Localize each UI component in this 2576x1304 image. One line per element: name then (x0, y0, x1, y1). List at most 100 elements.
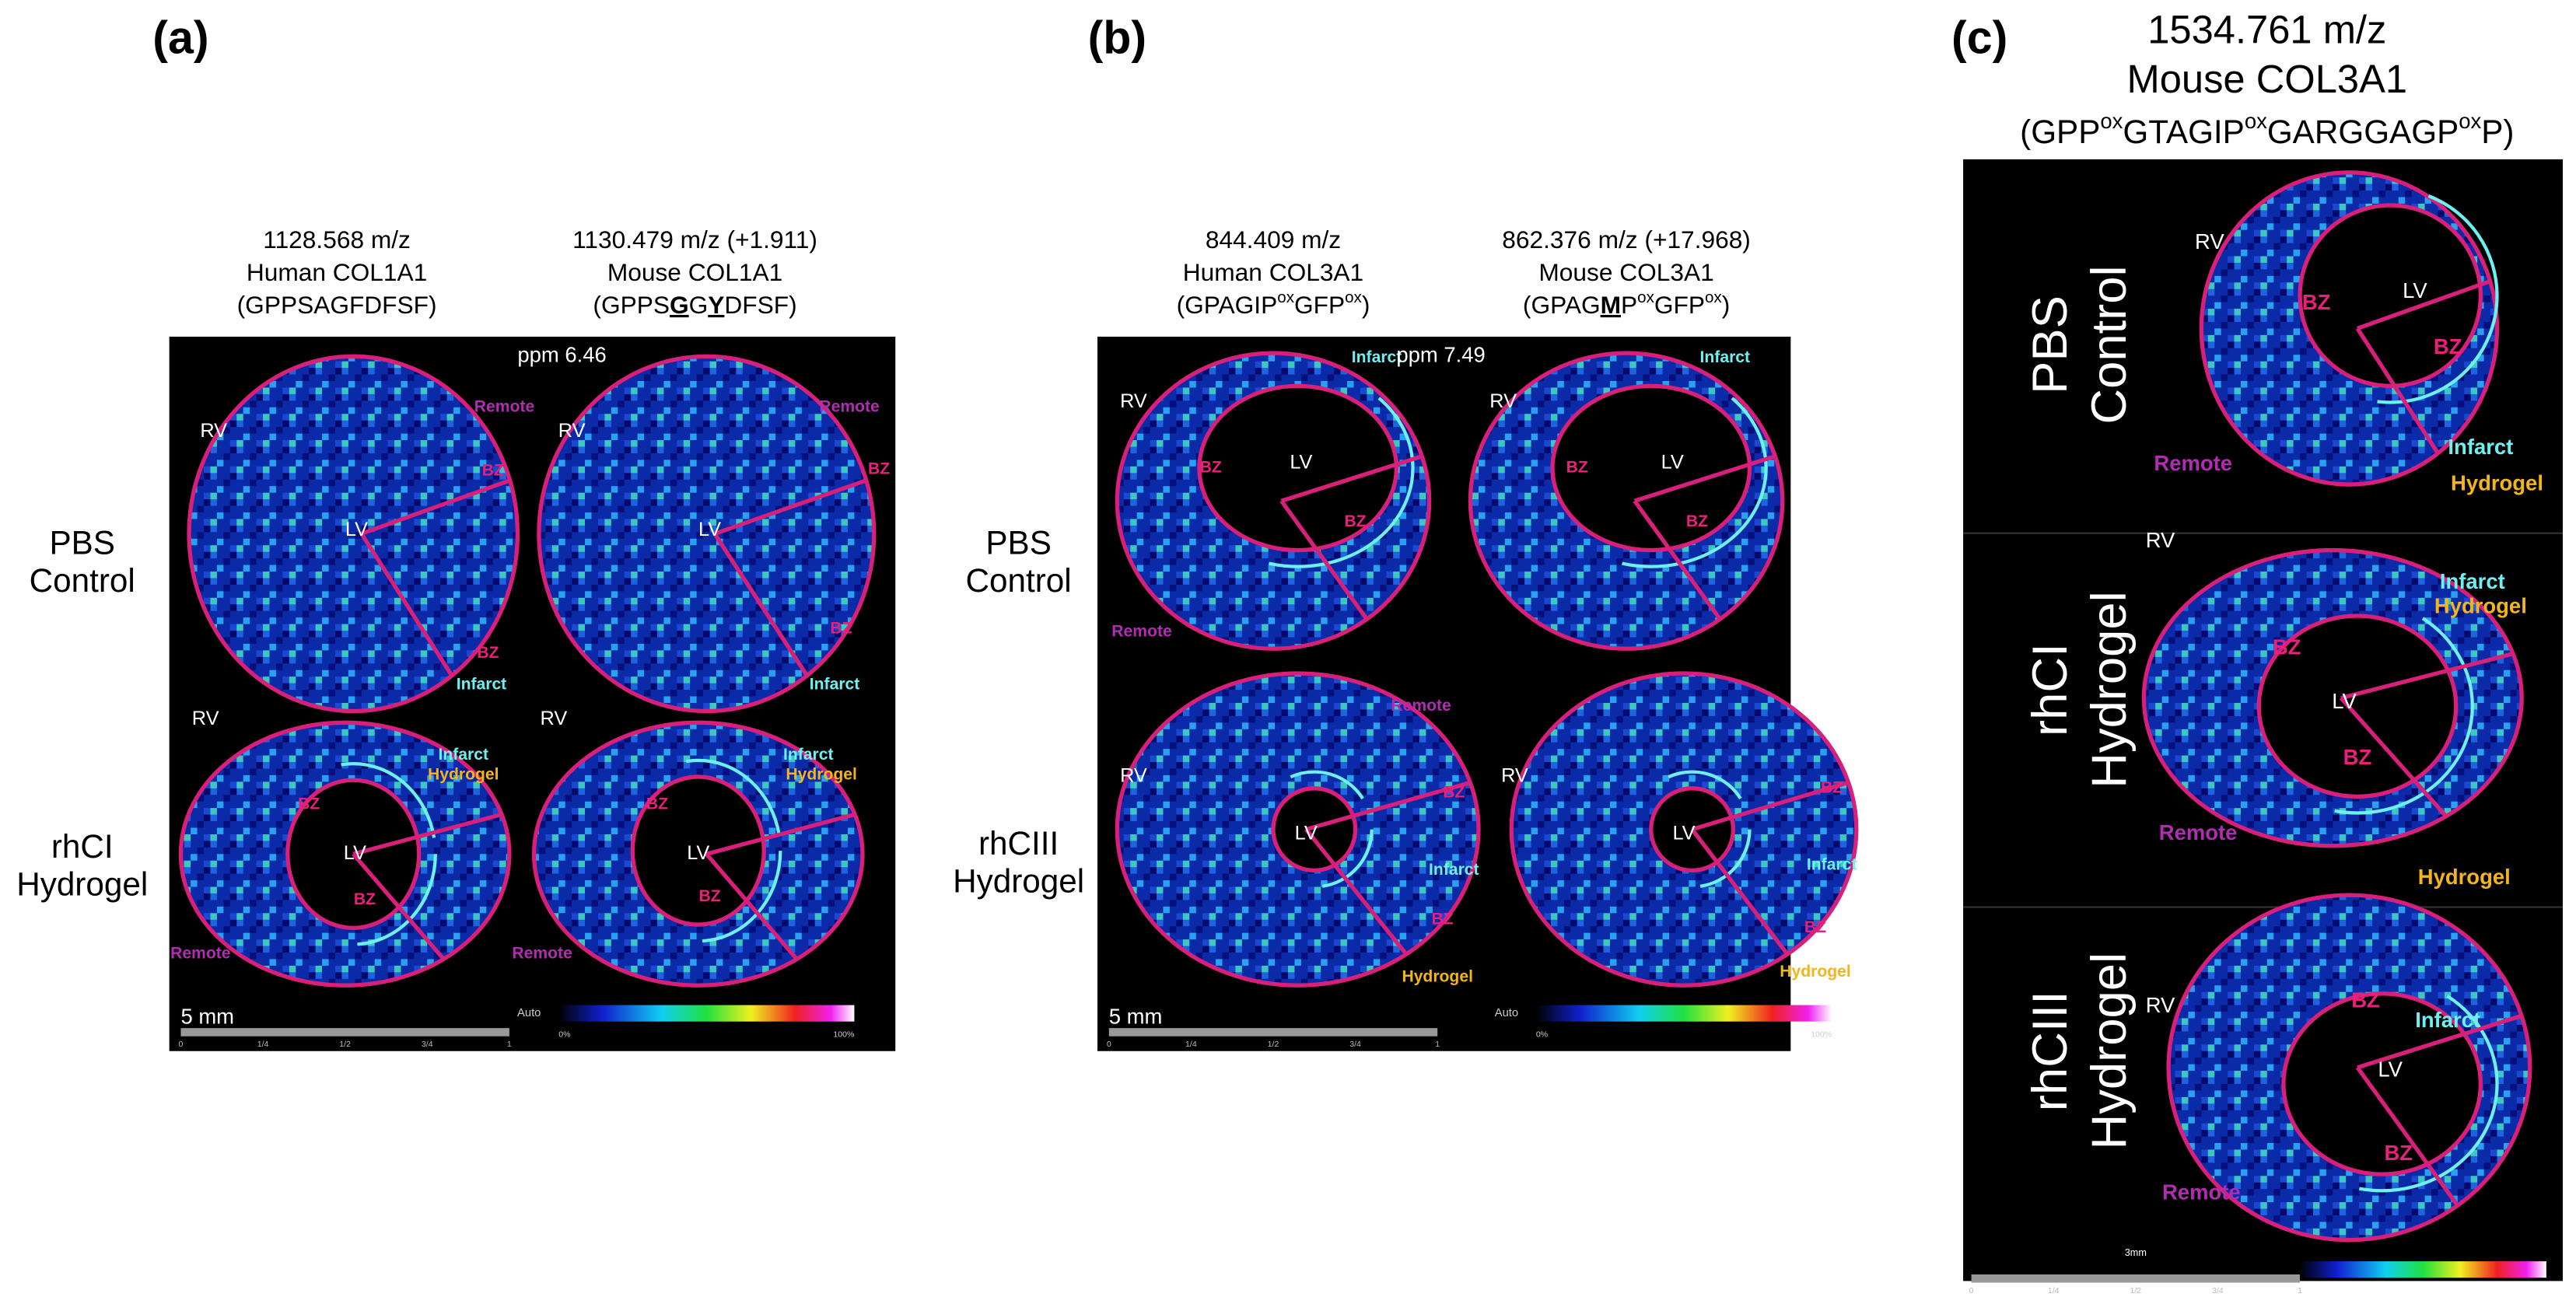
sequence-label: (GPPoxGTAGIPoxGARGGAGPoxP) (2020, 109, 2514, 150)
region-boundary (705, 852, 799, 961)
region-label: LV (345, 519, 368, 540)
sequence-part: G (689, 291, 709, 319)
scale-label: 5 mm (180, 1005, 234, 1029)
region-label: Remote (170, 945, 231, 963)
scale-tick: 1/2 (339, 1040, 351, 1049)
mz-label: 1130.479 m/z (+1.911) (572, 225, 817, 253)
scale-bar (1971, 1274, 2301, 1283)
sequence-part: G (670, 291, 689, 319)
sequence-label: (GPAGIPoxGFPox) (1177, 288, 1370, 319)
region-label: RV (2146, 993, 2175, 1017)
colorbar (2300, 1261, 2546, 1278)
ventricle-cavity (1550, 383, 1752, 553)
sequence-part: (GPP (2020, 114, 2100, 150)
region-label: Remote (1111, 623, 1172, 641)
row-label: PBS (49, 524, 115, 561)
region-label: Infarct (810, 675, 860, 693)
region-label: BZ (2343, 745, 2372, 769)
region-label: BZ (298, 795, 320, 813)
region-label: BZ (1804, 918, 1826, 936)
region-label: BZ (482, 462, 504, 480)
region-boundary (712, 532, 809, 677)
region-boundary (1633, 499, 1722, 621)
region-label: BZ (1345, 512, 1367, 530)
sequence-part: Y (708, 291, 724, 319)
panel-label: (a) (152, 11, 208, 63)
row-label: rhCIII (978, 825, 1059, 862)
protein-label: Human COL3A1 (1183, 258, 1363, 286)
row-label: Hydrogel (2082, 953, 2137, 1150)
sequence-part: M (1601, 291, 1621, 319)
sequence-part: (GPAGIP (1177, 291, 1278, 319)
region-label: LV (2332, 689, 2357, 713)
row-label: PBS (2023, 295, 2077, 394)
region-label: LV (687, 842, 709, 864)
colorbar-min: 0% (558, 1030, 570, 1039)
region-boundary (714, 478, 867, 536)
region-label: BZ (1443, 784, 1465, 802)
panel-label: (b) (1088, 11, 1147, 63)
region-label: Hydrogel (1780, 963, 1851, 981)
region-label: BZ (2273, 635, 2301, 659)
sequence-part: GTAGIP (2123, 114, 2244, 150)
region-label: BZ (2434, 334, 2462, 358)
region-label: BZ (1431, 910, 1453, 928)
row-label: Control (30, 562, 135, 599)
scale-tick: 1 (2298, 1286, 2302, 1295)
region-label: LV (1290, 451, 1312, 473)
protein-label: Mouse COL3A1 (2126, 57, 2407, 101)
region-boundary (2355, 327, 2440, 455)
region-label: Infarct (2448, 435, 2513, 459)
scale-bar (1108, 1028, 1438, 1037)
sequence-label: (GPPSAGFDFSF) (237, 291, 437, 319)
row-label: Hydrogel (953, 862, 1084, 899)
scale-tick: 0 (1969, 1286, 1974, 1295)
region-label: BZ (1200, 459, 1222, 477)
scale-tick: 1 (507, 1040, 512, 1049)
region-boundary (2355, 1066, 2459, 1207)
scale-tick: 1/2 (2130, 1286, 2142, 1295)
protein-label: Mouse COL1A1 (607, 258, 782, 286)
region-label: Hydrogel (2451, 470, 2543, 495)
colorbar (558, 1005, 855, 1022)
region-label: Infarct (438, 746, 488, 764)
infarct-outline (1633, 770, 1752, 889)
region-label: RV (541, 708, 568, 729)
scale-tick: 1/4 (2048, 1286, 2060, 1295)
region-label: BZ (1821, 778, 1843, 796)
infarct-outline (1181, 368, 1415, 568)
scale-tick: 3/4 (1349, 1040, 1361, 1049)
sequence-part: P (1621, 291, 1637, 319)
scale-tick: 3/4 (422, 1040, 433, 1049)
sequence-part: (GPAG (1523, 291, 1601, 319)
region-label: BZ (354, 890, 376, 908)
region-label: BZ (868, 460, 890, 478)
region-label: Remote (1391, 697, 1451, 715)
scale-tick: 1/4 (1185, 1040, 1197, 1049)
region-label: LV (2378, 1057, 2403, 1081)
region-label: RV (1501, 765, 1528, 787)
mz-label: 862.376 m/z (+17.968) (1502, 225, 1751, 253)
region-label: RV (1120, 390, 1147, 412)
colorbar-auto: Auto (1495, 1007, 1518, 1019)
ventricle-cavity (1271, 786, 1358, 873)
sequence-part: ) (1722, 291, 1731, 319)
region-label: BZ (646, 795, 668, 813)
region-label: RV (1489, 390, 1517, 412)
infarct-outline (2281, 187, 2499, 404)
region-label: RV (2195, 229, 2224, 253)
region-label: RV (1120, 765, 1147, 787)
region-label: Infarct (2415, 1008, 2480, 1032)
sequence-part: GFP (1294, 291, 1345, 319)
scale-tick: 1/2 (1268, 1040, 1279, 1049)
region-label: Remote (2162, 1180, 2241, 1204)
region-boundary (1690, 828, 1790, 956)
ppm-label: ppm 7.49 (1396, 343, 1485, 367)
sequence-label: (GPPSGGYDFSF) (593, 291, 796, 319)
region-label: BZ (830, 620, 852, 638)
panel-label: (c) (1951, 11, 2007, 63)
infarct-outline (1534, 368, 1768, 568)
region-boundary (2357, 1013, 2522, 1070)
region-label: Infarct (1352, 348, 1402, 366)
